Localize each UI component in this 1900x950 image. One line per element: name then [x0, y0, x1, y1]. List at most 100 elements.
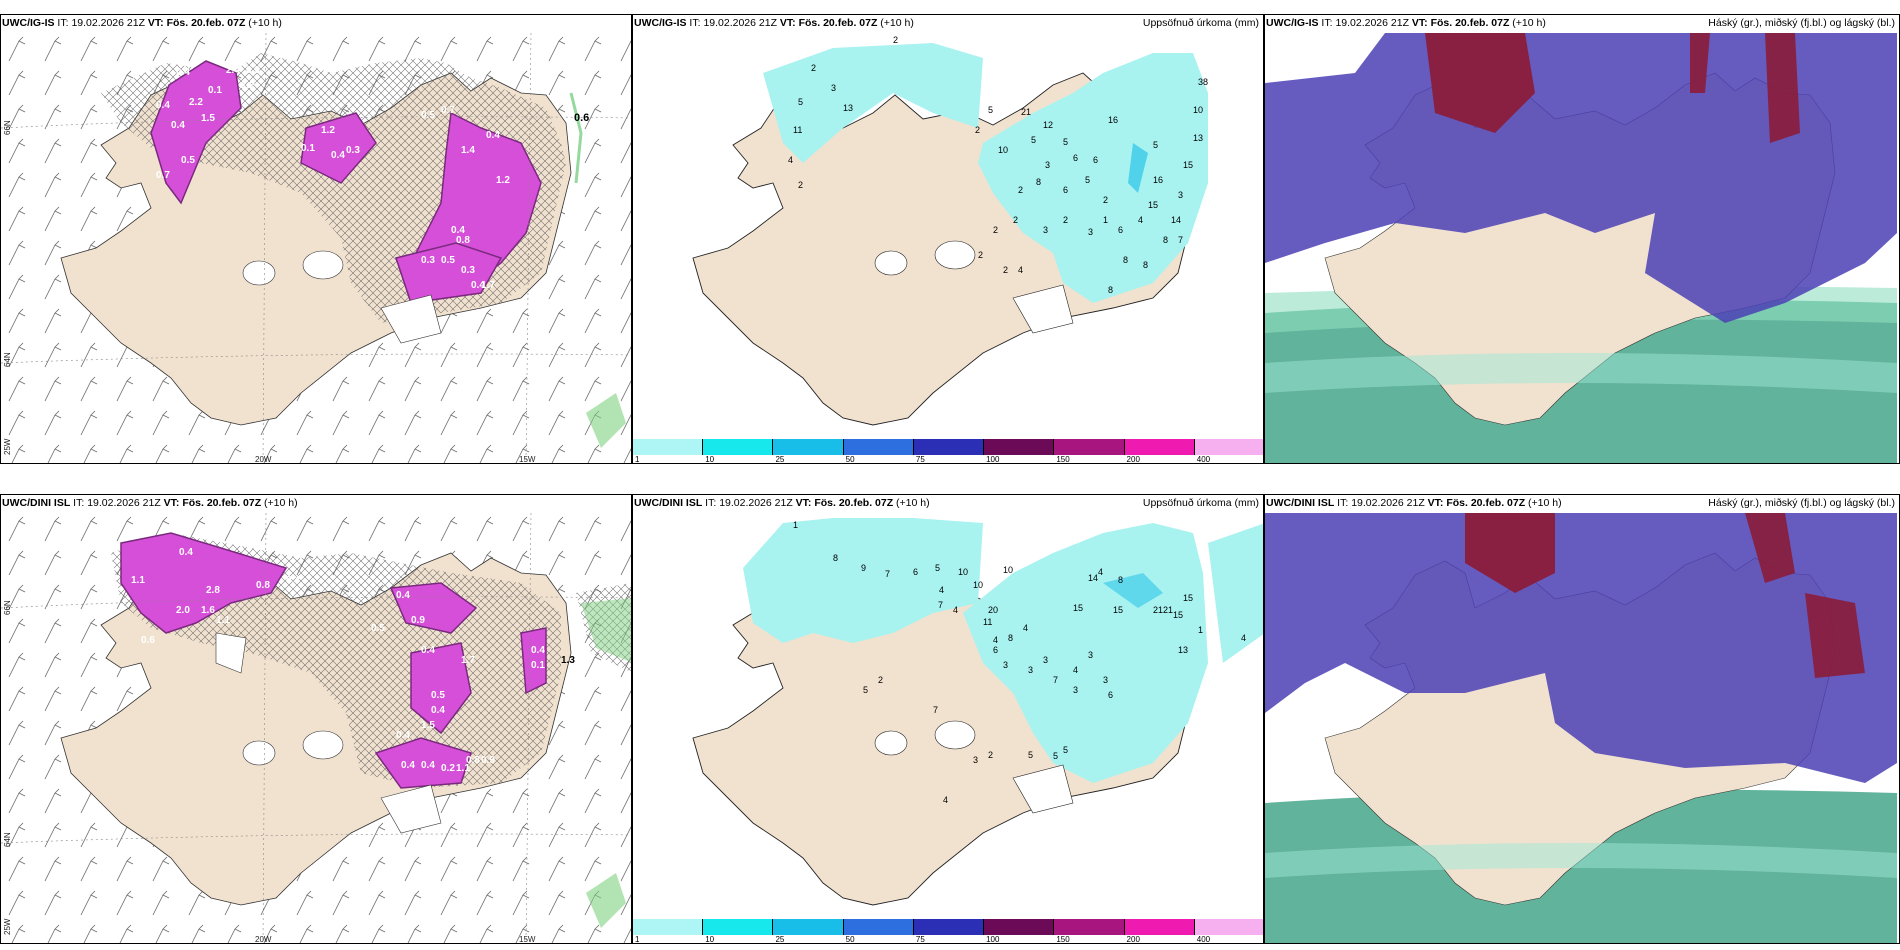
snow-labels: 0.42.21.50.1 1.20.92.40.40.40.70.51.20.30… — [156, 65, 510, 291]
lon-label: 20W — [255, 455, 272, 464]
precip-value-label: 5 — [863, 685, 868, 695]
colorbar-segment — [1124, 439, 1195, 455]
snow-value-label: 0.4 — [486, 130, 500, 141]
high-cloud — [1745, 513, 1795, 583]
precip-value-label: 15 — [1148, 200, 1158, 210]
precip-value-label: 13 — [843, 103, 853, 113]
map-clouds — [1265, 33, 1897, 463]
snow-area — [120, 532, 288, 634]
colorbar-segment — [843, 439, 914, 455]
colorbar-label: 25 — [775, 935, 785, 944]
mid-cloud — [1265, 513, 1897, 783]
snow-value-label: 1.2 — [241, 80, 255, 91]
snow-value-label: 0.7 — [156, 170, 170, 181]
precip-value-label: 2 — [811, 63, 816, 73]
panel-title-right: Uppsöfnuð úrkoma (mm) — [1142, 17, 1259, 29]
precip-value-label: 11 — [793, 125, 802, 135]
glacier — [934, 240, 976, 270]
precip-value-label: 2 — [975, 125, 980, 135]
panel-header: UWC/IG-IS IT: 19.02.2026 21Z VT: Fös. 20… — [2, 17, 282, 29]
panel-header: UWC/IG-IS IT: 19.02.2026 21Z VT: Fös. 20… — [1266, 17, 1546, 29]
panel-clouds-bottom: UWC/DINI ISL IT: 19.02.2026 21Z VT: Fös.… — [1264, 494, 1900, 944]
precip-value-label: 8 — [833, 553, 838, 563]
snow-value-label: 2.4 — [226, 65, 240, 76]
precip-value-label: 15 — [1173, 610, 1183, 620]
colorbar-label: 10 — [705, 935, 715, 944]
precip-value-label: 15 — [1183, 593, 1193, 603]
colorbar-segment — [703, 439, 774, 455]
precip-value-label: 8 — [1123, 255, 1128, 265]
glacier — [874, 730, 908, 756]
precip-green — [586, 393, 626, 448]
map-snow-wind: 0.42.21.50.1 1.20.92.40.40.40.70.51.20.30… — [1, 33, 631, 463]
snow-value-label: 0.4 — [421, 645, 435, 656]
lon-label: 15W — [519, 935, 536, 944]
precip-value-label: 6 — [993, 645, 998, 655]
precip-value-label: 6 — [913, 567, 918, 577]
precip-value-label: 3 — [1073, 685, 1078, 695]
mid-cloud — [1265, 33, 1897, 323]
precip-value-label: 12 — [1043, 120, 1053, 130]
precip-value-label: 13 — [1178, 645, 1188, 655]
glacier — [380, 784, 442, 834]
snow-value-label: 0.5 — [431, 690, 445, 701]
precip-value-label: 8 — [1008, 633, 1013, 643]
snow-value-label: 1.4 — [461, 145, 475, 156]
snow-value-label: 0.3 — [346, 145, 360, 156]
panel-title-right: Uppsöfnuð úrkoma (mm) — [1142, 497, 1259, 509]
precip-value-label: 5 — [1153, 140, 1158, 150]
precip-value-label: 4 — [943, 795, 948, 805]
graticule — [1, 353, 631, 364]
precip-area — [763, 43, 983, 163]
panel-header: UWC/DINI ISL IT: 19.02.2026 21Z VT: Fös.… — [1266, 497, 1562, 509]
snow-value-label: 0.4 — [396, 730, 410, 741]
snow-area — [374, 737, 472, 789]
graticule — [262, 513, 267, 943]
precip-area — [743, 518, 983, 643]
graticule — [525, 513, 532, 943]
map-clouds — [1265, 513, 1897, 943]
snow-value-label: 0.1 — [301, 143, 315, 154]
snow-value-label: 1.1 — [131, 575, 145, 586]
precip-green — [586, 873, 626, 928]
colorbar-label: 10 — [705, 455, 715, 464]
precip-value-label: 10 — [1003, 565, 1013, 575]
precip-value-label: 3 — [1178, 190, 1183, 200]
colorbar: 1 10 25 50 75 100 150 200 400 — [633, 919, 1263, 944]
snow-value-label: 1.1 — [456, 763, 470, 774]
high-cloud — [1690, 33, 1710, 93]
snow-value-label: 0.4 — [471, 280, 485, 291]
snow-value-label: 0.4 — [171, 120, 185, 131]
lon-label: 25W — [3, 438, 12, 455]
snow-value-label: 1.7 — [481, 280, 495, 291]
snow-value-label: 0.4 — [451, 225, 465, 236]
colorbar-segment — [913, 439, 985, 455]
snow-area — [395, 242, 503, 304]
snow-value-label: 0.9 — [481, 755, 495, 766]
snow-value-label: 0.4 — [531, 645, 545, 656]
graticule — [262, 33, 267, 463]
colorbar-label: 400 — [1196, 935, 1211, 944]
colorbar-label: 150 — [1056, 455, 1070, 464]
glacier — [380, 294, 442, 344]
snow-value-label: 1.5 — [201, 113, 215, 124]
precip-value-label: 6 — [1063, 185, 1068, 195]
colorbar-label: 100 — [986, 455, 1000, 464]
glacier — [934, 720, 976, 750]
colorbar-segment — [703, 919, 774, 935]
precip-value-label: 5 — [988, 105, 993, 115]
colorbar-segment — [633, 919, 704, 935]
precip-value-label: 5 — [1053, 751, 1058, 761]
colorbar-segment — [773, 439, 844, 455]
precip-value-label: 10 — [958, 567, 968, 577]
colorbar-label: 75 — [915, 455, 925, 464]
colorbar-label: 150 — [1056, 935, 1070, 944]
precip-value-label: 7 — [1053, 675, 1058, 685]
glacier — [242, 740, 276, 766]
colorbar-segment — [1054, 439, 1125, 455]
snow-value-label: 0.9 — [411, 615, 425, 626]
precip-value-label: 2 — [893, 35, 898, 45]
panel-header: UWC/DINI ISL IT: 19.02.2026 21Z VT: Fös.… — [634, 497, 930, 509]
precip-value-label: 3 — [1103, 675, 1108, 685]
precip-value-label: 6 — [1093, 155, 1098, 165]
